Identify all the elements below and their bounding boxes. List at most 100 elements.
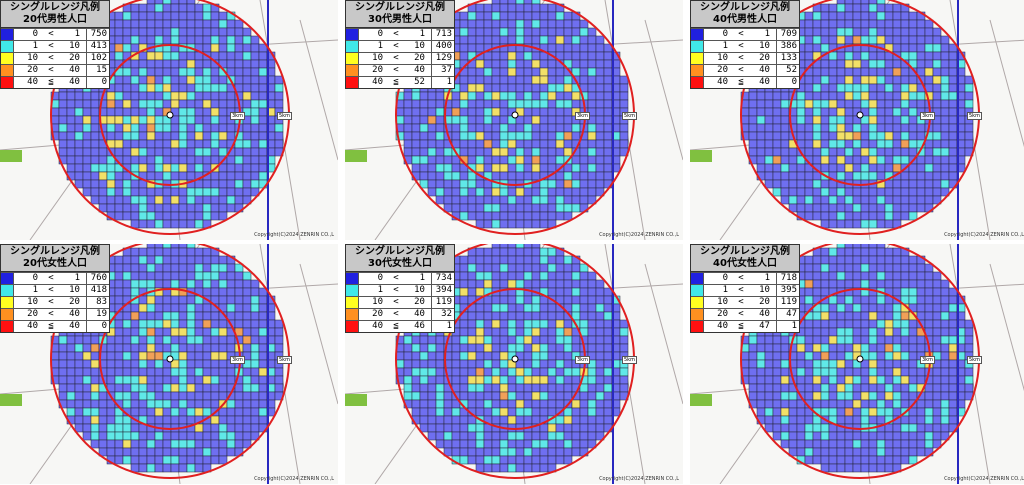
mesh-cell	[475, 179, 485, 189]
range-op: <	[738, 53, 744, 63]
mesh-cell	[916, 27, 926, 37]
mesh-cell	[547, 391, 557, 401]
mesh-cell	[443, 155, 453, 165]
mesh-cell	[828, 75, 838, 85]
map-panel-6[interactable]: シングルレンジ凡例 40代女性人口 0 <1 718 1 <10 395 10 <20…	[690, 244, 1024, 484]
mesh-cell	[210, 263, 220, 273]
mesh-cell	[258, 83, 268, 93]
mesh-cell	[860, 303, 870, 313]
mesh-cell	[507, 163, 517, 173]
mesh-cell	[419, 107, 429, 117]
mesh-cell	[764, 139, 774, 149]
mesh-cell	[860, 367, 870, 377]
mesh-cell	[948, 327, 958, 337]
mesh-cell	[491, 131, 501, 141]
mesh-cell	[563, 19, 573, 29]
mesh-cell	[210, 255, 220, 265]
range-low: 0	[722, 273, 728, 283]
mesh-cell	[178, 279, 188, 289]
mesh-cell	[186, 123, 196, 133]
mesh-cell	[924, 75, 934, 85]
mesh-cell	[531, 327, 541, 337]
mesh-cell	[483, 367, 493, 377]
mesh-cell	[523, 219, 533, 229]
mesh-cell	[170, 51, 180, 61]
mesh-cell	[812, 367, 822, 377]
mesh-cell	[884, 59, 894, 69]
mesh-cell	[226, 279, 236, 289]
mesh-cell	[90, 131, 100, 141]
mesh-cell	[531, 351, 541, 361]
mesh-cell	[595, 99, 605, 109]
mesh-cell	[804, 211, 814, 221]
mesh-cell	[844, 107, 854, 117]
mesh-cell	[892, 43, 902, 53]
mesh-cell	[515, 75, 525, 85]
mesh-cell	[772, 115, 782, 125]
mesh-cell	[844, 263, 854, 273]
mesh-cell	[603, 67, 613, 77]
mesh-cell	[796, 123, 806, 133]
mesh-cell	[804, 179, 814, 189]
mesh-cell	[908, 139, 918, 149]
mesh-cell	[555, 211, 565, 221]
mesh-cell	[483, 203, 493, 213]
mesh-cell	[138, 67, 148, 77]
legend-swatch	[691, 29, 704, 40]
mesh-cell	[900, 375, 910, 385]
mesh-cell	[555, 195, 565, 205]
legend-count: 102	[90, 53, 107, 63]
mesh-cell	[507, 244, 517, 249]
mesh-cell	[547, 99, 557, 109]
mesh-cell	[210, 91, 220, 101]
mesh-cell	[820, 319, 830, 329]
mesh-cell	[90, 107, 100, 117]
mesh-cell	[764, 359, 774, 369]
mesh-cell	[459, 187, 469, 197]
mesh-cell	[820, 255, 830, 265]
mesh-cell	[443, 187, 453, 197]
mesh-cell	[579, 295, 589, 305]
mesh-cell	[218, 383, 228, 393]
mesh-cell	[820, 359, 830, 369]
legend-swatch	[691, 309, 704, 320]
mesh-cell	[539, 123, 549, 133]
mesh-cell	[186, 359, 196, 369]
mesh-cell	[820, 203, 830, 213]
mesh-cell	[844, 19, 854, 29]
mesh-cell	[940, 383, 950, 393]
map-panel-1[interactable]: シングルレンジ凡例 20代男性人口 0 <1 750 1 <10 413 10 <20…	[0, 0, 338, 240]
mesh-cell	[523, 255, 533, 265]
mesh-cell	[531, 455, 541, 465]
mesh-cell	[154, 463, 164, 473]
mesh-cell	[475, 139, 485, 149]
mesh-cell	[780, 123, 790, 133]
mesh-cell	[130, 99, 140, 109]
mesh-cell	[443, 431, 453, 441]
mesh-cell	[419, 399, 429, 409]
mesh-cell	[563, 431, 573, 441]
mesh-cell	[948, 107, 958, 117]
legend-row: 20 <40 32	[346, 308, 454, 320]
mesh-cell	[619, 139, 629, 149]
mesh-cell	[491, 19, 501, 29]
range-high: 1	[419, 273, 425, 283]
mesh-cell	[908, 211, 918, 221]
mesh-cell	[531, 187, 541, 197]
mesh-cell	[860, 59, 870, 69]
range-low: 10	[717, 53, 728, 63]
mesh-cell	[924, 399, 934, 409]
map-panel-5[interactable]: シングルレンジ凡例 30代女性人口 0 <1 734 1 <10 394 10 <20…	[345, 244, 683, 484]
mesh-cell	[154, 123, 164, 133]
legend-heading: シングルレンジ凡例	[10, 2, 100, 13]
map-panel-2[interactable]: シングルレンジ凡例 30代男性人口 0 <1 713 1 <10 400 10 <20…	[345, 0, 683, 240]
mesh-cell	[467, 423, 477, 433]
legend-swatch	[691, 65, 704, 76]
map-panel-4[interactable]: シングルレンジ凡例 20代女性人口 0 <1 760 1 <10 418 10 <20…	[0, 244, 338, 484]
mesh-cell	[146, 303, 156, 313]
mesh-cell	[884, 155, 894, 165]
mesh-cell	[539, 83, 549, 93]
map-panel-3[interactable]: シングルレンジ凡例 40代男性人口 0 <1 709 1 <10 386 10 <20…	[690, 0, 1024, 240]
mesh-cell	[523, 35, 533, 45]
mesh-cell	[194, 359, 204, 369]
